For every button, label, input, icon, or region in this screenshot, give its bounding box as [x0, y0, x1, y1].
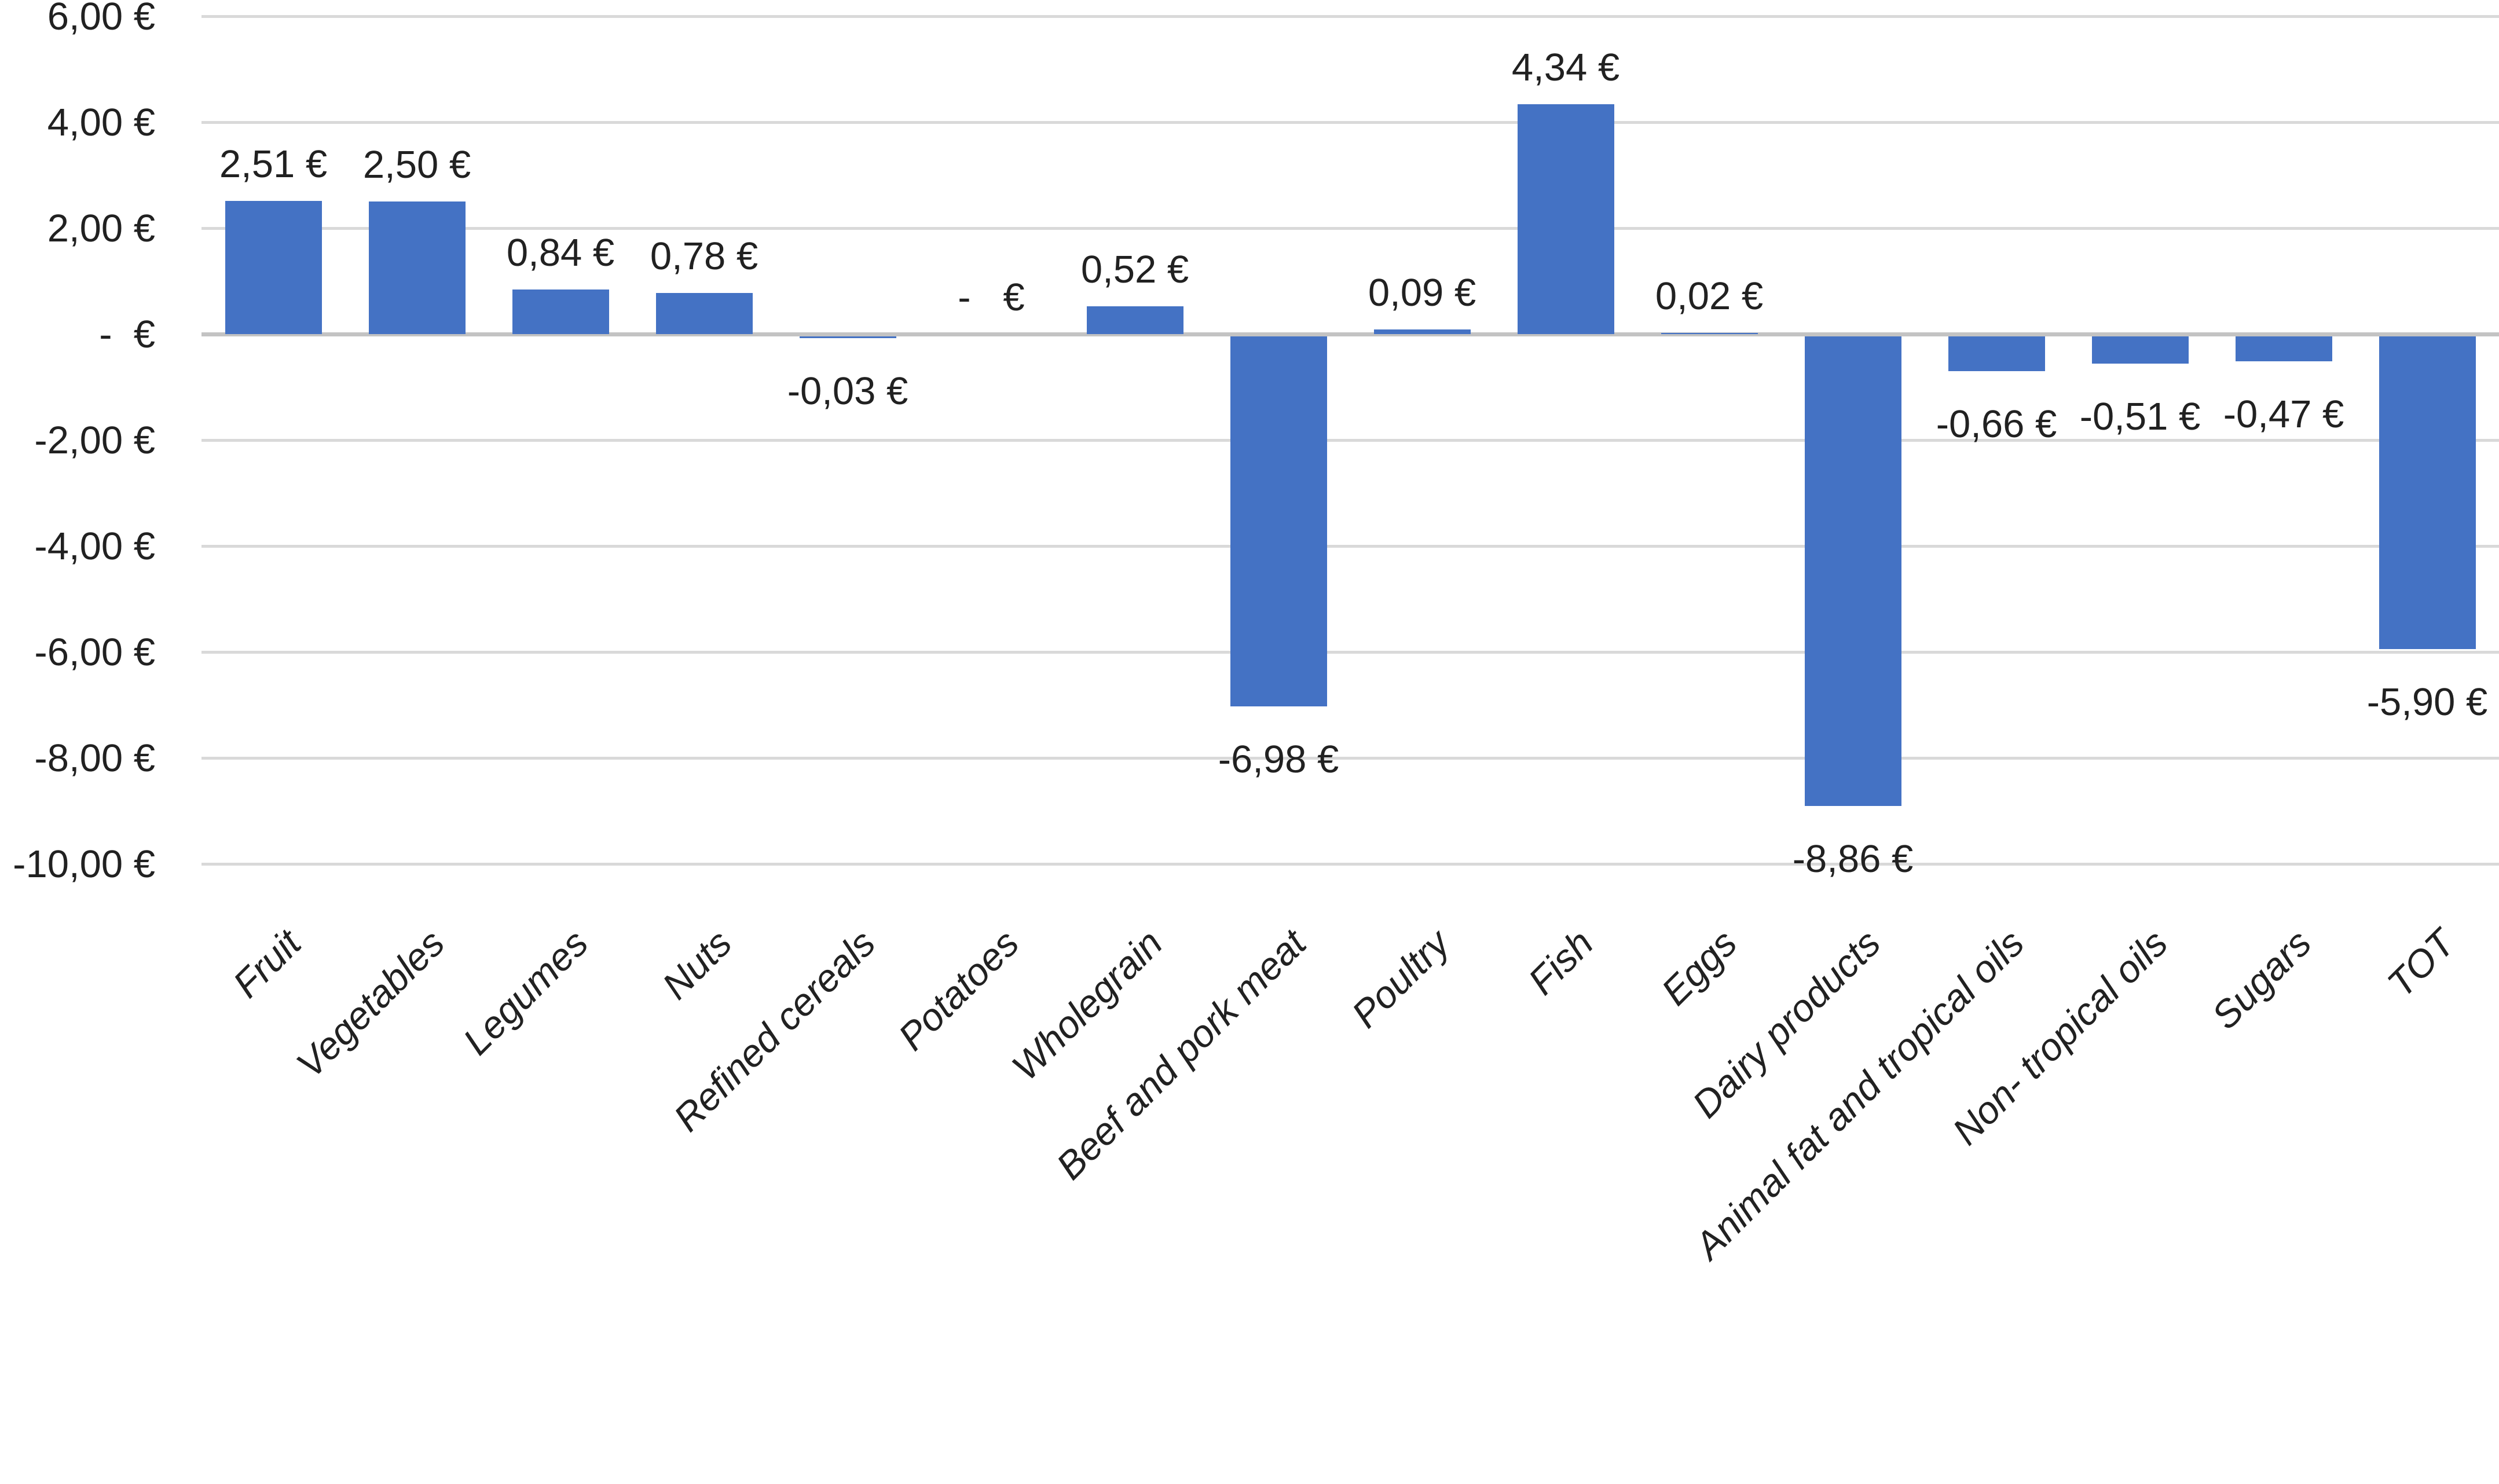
gridline — [201, 545, 2499, 548]
bar-value-label: -0,03 € — [787, 369, 908, 413]
bar — [2379, 336, 2476, 649]
zero-gridline — [201, 332, 2499, 336]
bar-value-label: -0,47 € — [2223, 393, 2344, 436]
bar-value-label: -6,98 € — [1218, 737, 1339, 781]
y-axis-tick-label: 4,00 € — [47, 101, 155, 144]
gridline — [201, 439, 2499, 442]
category-axis-label: Dairy products — [1684, 921, 1889, 1126]
y-axis-tick-label: -6,00 € — [34, 631, 155, 674]
bar-value-label: 0,78 € — [650, 234, 759, 278]
bar — [1804, 336, 1901, 806]
bar — [1230, 336, 1327, 706]
y-axis-tick-label: -4,00 € — [34, 525, 155, 568]
bar-value-label: 2,51 € — [219, 142, 328, 186]
bar — [368, 201, 466, 335]
bar — [512, 290, 609, 335]
category-axis-label: Potatoes — [889, 921, 1027, 1058]
category-axis-label: TOT — [2379, 921, 2463, 1005]
gridline — [201, 121, 2499, 124]
category-axis-label: Sugars — [2203, 921, 2320, 1038]
bar-value-label: 4,34 € — [1511, 45, 1620, 89]
gridline — [201, 863, 2499, 866]
y-axis-tick-label: -8,00 € — [34, 736, 155, 780]
gridline — [201, 757, 2499, 760]
category-axis-label: Nuts — [654, 921, 740, 1007]
bar — [225, 201, 322, 335]
gridline — [201, 227, 2499, 230]
bar — [1086, 306, 1183, 335]
bar-value-label: 0,52 € — [1080, 248, 1189, 292]
gridline — [201, 15, 2499, 18]
bar — [799, 336, 896, 338]
y-axis-tick-label: 6,00 € — [47, 0, 155, 38]
y-axis-tick-label: - € — [99, 313, 155, 356]
bar — [2091, 336, 2189, 364]
bar — [1517, 104, 1614, 334]
category-axis-label: Non- tropical oils — [1944, 921, 2176, 1153]
bar-value-label: 0,02 € — [1655, 274, 1764, 318]
category-axis-label: Wholegrain — [1003, 921, 1171, 1089]
y-axis-tick-label: 2,00 € — [47, 207, 155, 250]
gridline — [201, 651, 2499, 654]
bar-chart: 6,00 € 4,00 € 2,00 € - € -2,00 € -4,00 € -6,00… — [13, 0, 2499, 1267]
bar-value-label: 0,84 € — [506, 231, 615, 275]
category-axis-label: Beef and pork meat — [1047, 921, 1314, 1188]
bar-value-label: 0,09 € — [1368, 270, 1476, 314]
bar-value-label: - € — [958, 276, 1025, 319]
category-axis-label: Poultry — [1343, 921, 1458, 1036]
category-axis-label: Refined cereals — [665, 921, 884, 1139]
bar — [655, 292, 753, 334]
y-axis-tick-label: -2,00 € — [34, 419, 155, 462]
bar-value-label: -8,86 € — [1792, 837, 1914, 881]
bar — [1661, 333, 1758, 335]
bar — [2235, 336, 2332, 361]
category-axis-label: Animal fat and tropical oils — [1686, 921, 2032, 1267]
category-axis-label: Fish — [1520, 921, 1602, 1003]
category-axis-label: Eggs — [1652, 921, 1745, 1013]
bar-value-label: 2,50 € — [362, 143, 471, 187]
bar-value-label: -5,90 € — [2366, 680, 2488, 724]
bar — [1373, 329, 1471, 334]
y-axis-tick-label: -10,00 € — [13, 842, 155, 886]
bar — [1948, 336, 2045, 371]
bar-value-label: -0,51 € — [2079, 394, 2201, 438]
category-axis-label: Legumes — [455, 921, 596, 1063]
bar-value-label: -0,66 € — [1936, 402, 2057, 446]
